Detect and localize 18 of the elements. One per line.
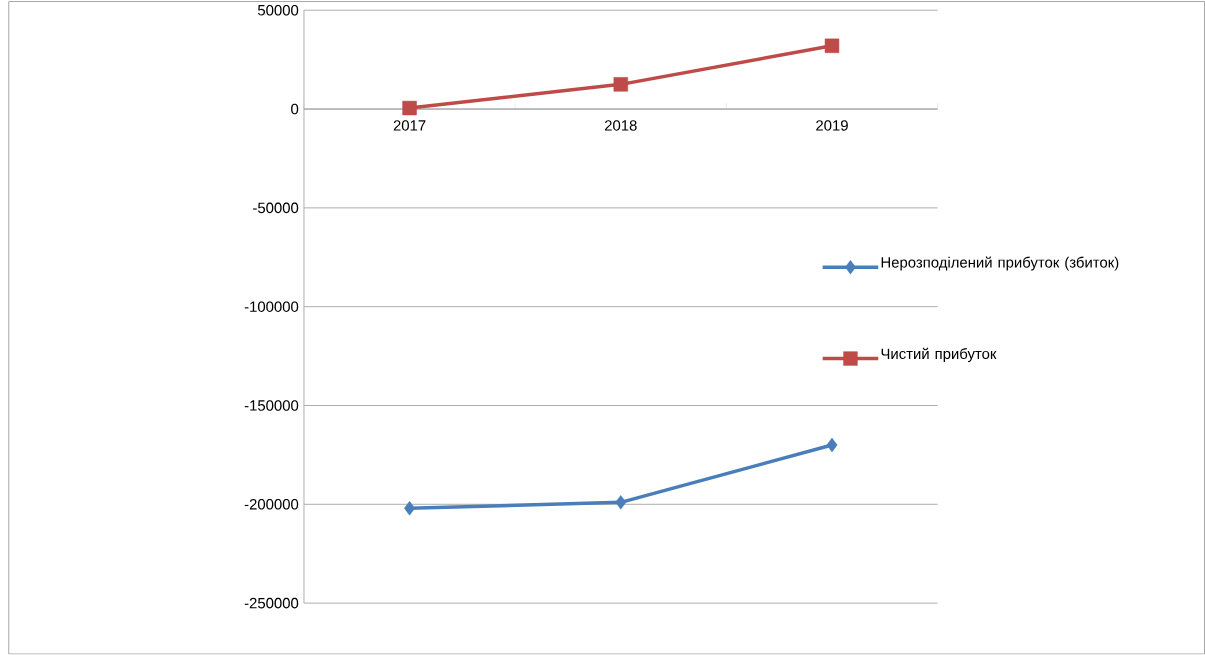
point	[613, 77, 628, 92]
y-tick-label: -100000	[244, 301, 299, 313]
x-tick-label: 2019	[816, 120, 848, 131]
legend-label: Чистий прибуток	[881, 348, 997, 363]
point	[826, 438, 838, 453]
y-tick-label: -200000	[244, 499, 299, 510]
y-tick-label: -50000	[253, 202, 299, 214]
y-tick-label: -250000	[244, 598, 299, 609]
y-tick-label: 0	[291, 104, 299, 115]
y-tick-label: -150000	[244, 400, 299, 411]
y-tick-label: 50000	[257, 5, 299, 16]
point	[404, 501, 416, 516]
point	[615, 495, 627, 510]
x-tick-label: 2018	[604, 120, 637, 131]
x-tick-label: 2017	[393, 120, 426, 131]
legend-label: Нерозподілений прибуток (збиток)	[881, 256, 1119, 271]
point	[402, 101, 417, 116]
point	[824, 38, 840, 54]
